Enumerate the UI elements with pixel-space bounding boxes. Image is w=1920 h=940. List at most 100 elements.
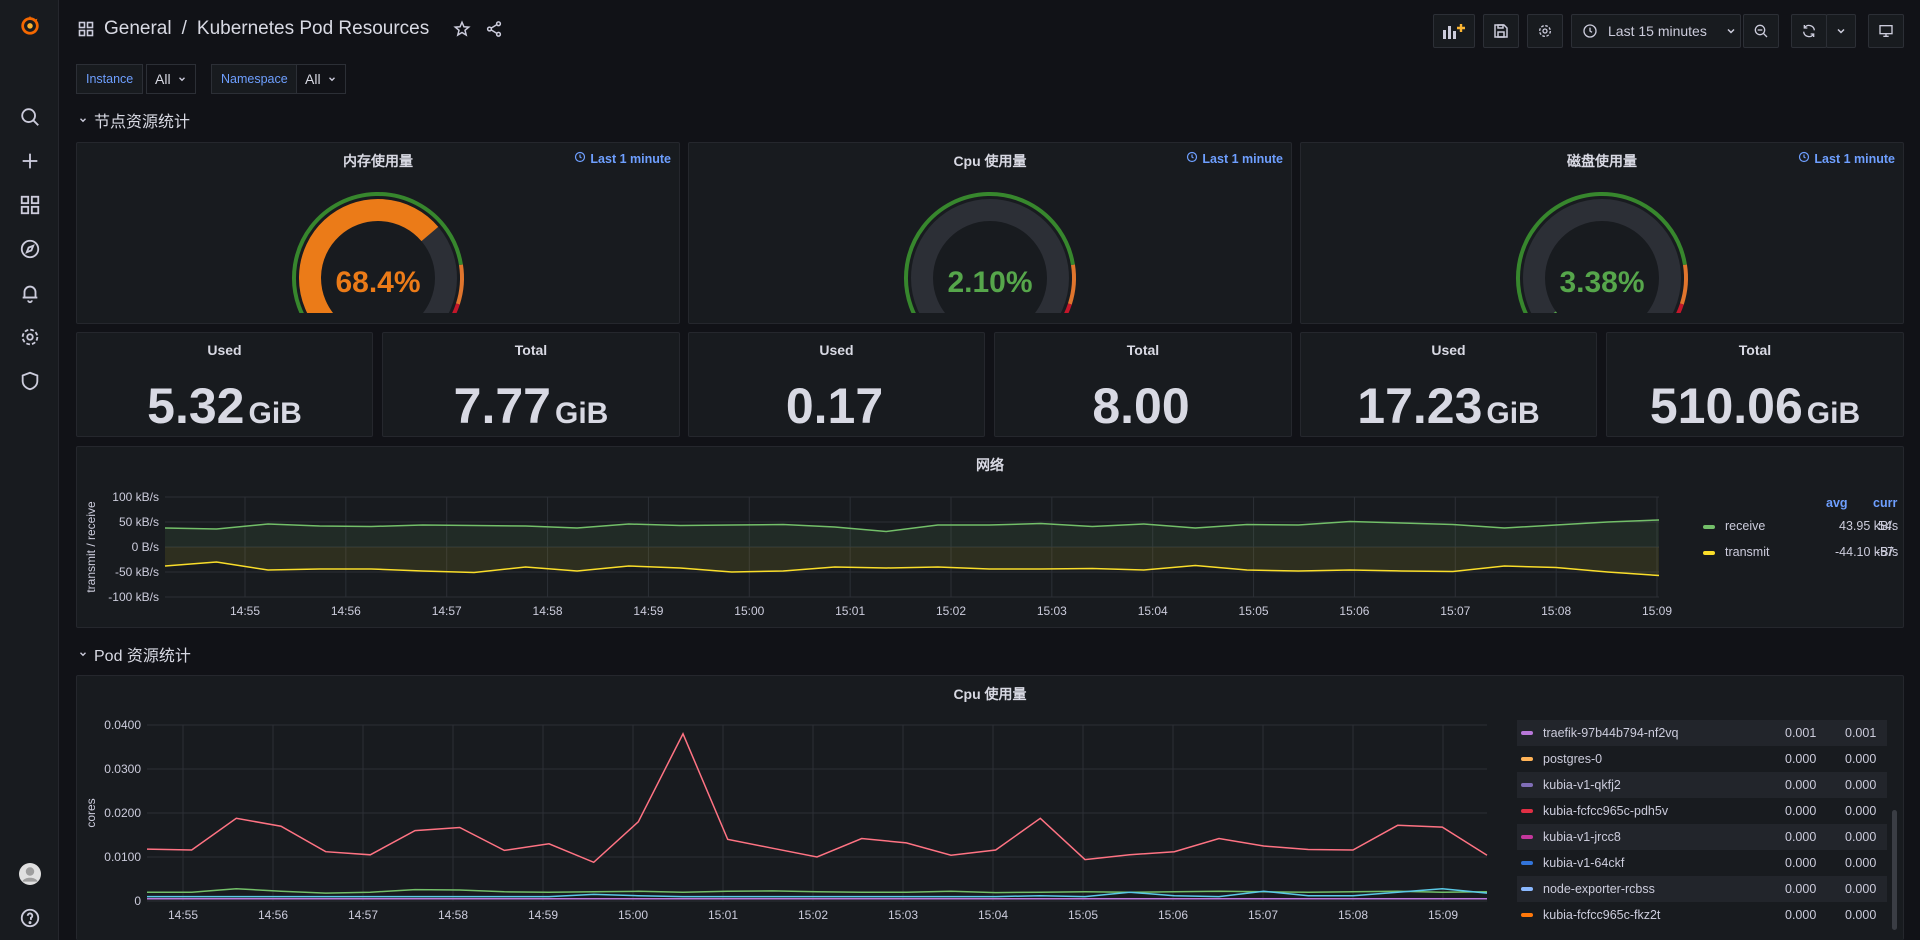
y-axis-label: transmit / receive (84, 501, 98, 593)
save-icon (1494, 24, 1508, 38)
x-tick-label: 15:01 (708, 908, 738, 922)
legend-item[interactable]: traefik-97b44b794-nf2vq 0.001 0.001 (1517, 720, 1887, 746)
legend-avg: 0.001 (1785, 726, 1817, 740)
network-chart: 100 kB/s 50 kB/s 0 B/s -50 kB/s -100 kB/s 14:… (84, 490, 1672, 618)
stat-panel-cpu-used[interactable]: Used 0.17 (688, 332, 985, 437)
dashboards-grid-icon (78, 21, 94, 37)
add-panel-icon (1443, 24, 1465, 39)
variable-namespace-select[interactable]: All (296, 64, 346, 94)
refresh-icon (1803, 24, 1815, 38)
network-panel[interactable]: 网络 100 kB/s 50 kB/s 0 B/s -50 kB/s -100 kB/s… (76, 446, 1904, 628)
clock-icon (1186, 151, 1198, 166)
avatar[interactable] (17, 861, 43, 887)
panel-title: 内存使用量 (343, 153, 413, 169)
share-icon[interactable] (485, 20, 503, 38)
legend-swatch (1703, 550, 1715, 555)
legend-item[interactable]: kubia-fcfcc965c-pdh5v 0.000 0.000 (1517, 798, 1887, 824)
legend-item-transmit[interactable]: transmit (1703, 545, 1769, 559)
panel-time-info: Last 1 minute (574, 151, 671, 166)
series-area-1 (165, 547, 1659, 576)
legend-receive-cur: 54. (1878, 519, 1896, 533)
bell-icon[interactable] (17, 280, 43, 306)
legend-scrollbar[interactable] (1892, 810, 1897, 930)
stat-panel-memory-total[interactable]: Total 7.77 GiB (382, 332, 680, 437)
gauge-panel-cpu[interactable]: Cpu 使用量 Last 1 minute 2.10% (688, 142, 1292, 324)
panel-title: 网络 (976, 457, 1004, 473)
legend-avg: 0.000 (1785, 830, 1817, 844)
threshold-arc-green (904, 192, 1075, 313)
legend-header-curr[interactable]: curr (1873, 496, 1898, 510)
stat-title: Total (1126, 342, 1160, 358)
chevron-down-icon (1727, 28, 1735, 34)
search-icon[interactable] (17, 104, 43, 130)
plus-icon[interactable] (17, 148, 43, 174)
x-tick-label: 15:08 (1338, 908, 1368, 922)
legend-header-avg[interactable]: avg (1826, 496, 1848, 510)
help-icon[interactable] (17, 905, 43, 931)
legend-item[interactable]: kubia-fcfcc965c-fkz2t 0.000 0.000 (1517, 902, 1887, 928)
refresh-interval-dropdown[interactable] (1826, 14, 1856, 48)
legend-item[interactable]: kubia-v1-qkfj2 0.000 0.000 (1517, 772, 1887, 798)
legend-name: kubia-v1-qkfj2 (1543, 778, 1621, 792)
gauge-panel-disk[interactable]: 磁盘使用量 Last 1 minute 3.38% (1300, 142, 1904, 324)
y-tick-label: -50 kB/s (115, 565, 159, 579)
gauge-track (911, 199, 1069, 313)
clock-icon (1583, 24, 1597, 38)
legend-cur: 0.000 (1845, 804, 1877, 818)
series-line-1 (164, 561, 1660, 577)
chevron-down-icon (328, 77, 335, 82)
stat-panel-disk-used[interactable]: Used 17.23 GiB (1300, 332, 1597, 437)
legend-item[interactable]: kubia-v1-jrcc8 0.000 0.000 (1517, 824, 1887, 850)
chevron-down-icon (1837, 28, 1845, 34)
row-pod-resources[interactable]: Pod 资源统计 (78, 642, 191, 666)
x-tick-label: 14:58 (533, 604, 563, 618)
gauge-panel-memory[interactable]: 内存使用量 Last 1 minute 68.4% (76, 142, 680, 324)
x-tick-label: 14:57 (348, 908, 378, 922)
stat-value: 7.77 GiB (453, 378, 609, 434)
x-tick-label: 14:55 (168, 908, 198, 922)
clock-icon (1798, 151, 1810, 166)
stat-title: Total (1738, 342, 1772, 358)
x-tick-label: 14:58 (438, 908, 468, 922)
legend-swatch (1521, 809, 1533, 813)
legend-item[interactable]: node-exporter-rcbss 0.000 0.000 (1517, 876, 1887, 902)
x-tick-label: 15:05 (1068, 908, 1098, 922)
star-icon[interactable] (453, 20, 471, 38)
panel-time-info: Last 1 minute (1186, 151, 1283, 166)
legend-item[interactable]: kubia-v1-64ckf 0.000 0.000 (1517, 850, 1887, 876)
add-panel-button[interactable] (1433, 14, 1475, 48)
x-tick-label: 14:56 (331, 604, 361, 618)
shield-icon[interactable] (17, 368, 43, 394)
time-range-picker[interactable]: Last 15 minutes (1571, 14, 1741, 48)
explore-icon[interactable] (17, 236, 43, 262)
dashboards-icon[interactable] (17, 192, 43, 218)
pod-cpu-panel[interactable]: Cpu 使用量 0.0400 0.0300 0.0200 0.0100 0 14:55 14… (76, 675, 1904, 940)
stat-panel-cpu-total[interactable]: Total 8.00 (994, 332, 1292, 437)
row-node-resources[interactable]: 节点资源统计 (78, 108, 190, 132)
gear-icon[interactable] (17, 324, 43, 350)
zoom-out-button[interactable] (1743, 14, 1779, 48)
legend-avg: 0.000 (1785, 752, 1817, 766)
variable-instance-select[interactable]: All (146, 64, 196, 94)
stat-panel-memory-used[interactable]: Used 5.32 GiB (76, 332, 373, 437)
threshold-arc-red (1064, 303, 1072, 313)
legend-name: traefik-97b44b794-nf2vq (1543, 726, 1679, 740)
refresh-button[interactable] (1791, 14, 1827, 48)
grafana-logo-icon[interactable] (17, 12, 43, 38)
dashboard-settings-button[interactable] (1527, 14, 1563, 48)
x-tick-label: 15:03 (888, 908, 918, 922)
legend-name: kubia-fcfcc965c-pdh5v (1543, 804, 1669, 818)
dashboard-title[interactable]: Kubernetes Pod Resources (196, 18, 430, 39)
save-dashboard-button[interactable] (1483, 14, 1519, 48)
stat-panel-disk-total[interactable]: Total 510.06 GiB (1606, 332, 1904, 437)
y-tick-label: 0.0400 (104, 718, 141, 732)
stat-value: 510.06 GiB (1649, 378, 1861, 434)
breadcrumb-folder[interactable]: General (104, 18, 172, 39)
legend-receive-avg: 43.95 kB/s (1839, 519, 1899, 533)
legend-item-receive[interactable]: receive (1703, 519, 1765, 533)
x-tick-label: 15:02 (798, 908, 828, 922)
tv-mode-button[interactable] (1868, 14, 1904, 48)
legend-item[interactable]: postgres-0 0.000 0.000 (1517, 746, 1887, 772)
stat-title: Used (207, 342, 242, 358)
gauge-value: 68.4% (335, 266, 421, 299)
